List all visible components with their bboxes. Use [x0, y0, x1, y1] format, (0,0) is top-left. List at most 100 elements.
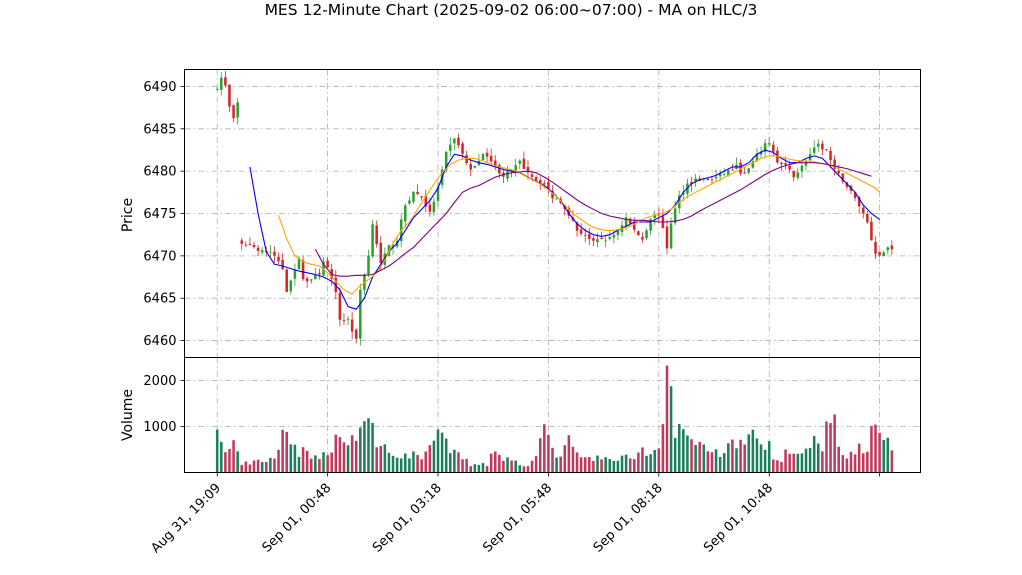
candle-body	[228, 84, 231, 107]
candle-body	[215, 88, 219, 90]
volume-bar	[812, 436, 816, 473]
volume-bar	[620, 455, 624, 473]
volume-bar	[649, 454, 652, 473]
volume-bar	[698, 441, 701, 473]
ma_slow-line	[314, 162, 872, 277]
volume-bar	[215, 429, 219, 473]
candle-body	[444, 151, 448, 170]
candle-body	[604, 240, 607, 242]
time-axis-ticks: Aug 31, 19:09 Sep 01, 00:48 Sep 01, 03:18 S…	[149, 472, 881, 556]
volume-bar	[522, 466, 526, 473]
volume-bar	[318, 459, 321, 473]
candle-body	[882, 252, 885, 257]
candle-body	[588, 234, 591, 239]
candle-body	[346, 318, 350, 320]
volume-bar	[326, 455, 329, 473]
volume-bar	[506, 457, 509, 473]
volume-bar	[645, 455, 648, 473]
candle-body	[371, 224, 374, 257]
candle-body	[322, 261, 325, 276]
volume-bar	[551, 447, 554, 473]
volume-bar	[530, 460, 534, 473]
volume-bar	[612, 460, 616, 473]
volume-bar	[314, 455, 317, 473]
candle-body	[314, 274, 317, 280]
volume-bar	[473, 464, 477, 473]
candle-body	[694, 178, 697, 183]
candle-body	[248, 243, 252, 245]
volume-bar	[498, 454, 501, 473]
volume-bar	[514, 460, 517, 473]
candle-body	[547, 181, 550, 189]
candle-body	[755, 153, 759, 161]
volume-bar	[567, 435, 571, 473]
volume-bar	[265, 462, 268, 473]
candle-body	[739, 162, 742, 174]
volume-bar	[608, 459, 612, 473]
volume-bar	[563, 445, 567, 473]
candle-body	[518, 160, 522, 164]
volume-bar	[706, 451, 710, 473]
volume-bar	[224, 452, 227, 473]
volume-bar	[727, 443, 730, 473]
candle-body	[633, 222, 636, 230]
volume-bar	[686, 435, 689, 473]
candle-body	[224, 77, 227, 86]
candle-body	[759, 151, 763, 155]
volume-bar	[845, 458, 849, 473]
volume-bar	[833, 414, 836, 473]
candle-body	[608, 237, 612, 239]
volume-bar	[236, 451, 239, 473]
volume-bar	[731, 439, 734, 473]
volume-bar	[817, 443, 820, 473]
volume-bar	[780, 462, 783, 473]
price-tick-label: 6480	[143, 165, 176, 180]
volume-bar	[309, 458, 313, 473]
candle-body	[252, 244, 256, 248]
candle-body	[551, 190, 554, 199]
candle-body	[870, 221, 873, 241]
volume-bar	[534, 456, 538, 473]
candle-body	[244, 244, 248, 246]
candle-body	[682, 192, 685, 195]
candle-body	[776, 150, 779, 163]
volume-bar	[404, 453, 407, 473]
volume-bar	[293, 444, 297, 473]
volume-bar	[228, 449, 231, 473]
volume-bar	[518, 465, 522, 473]
candle-body	[436, 186, 440, 201]
price-tick-label: 6470	[143, 249, 176, 264]
candle-body	[878, 251, 881, 256]
volume-bar	[861, 453, 865, 473]
candle-body	[861, 207, 865, 214]
volume-bar	[857, 443, 861, 473]
time-tick-label: Sep 01, 03:18	[370, 481, 445, 556]
volume-bar	[395, 457, 399, 473]
candle-body	[432, 201, 436, 213]
volume-bar	[526, 466, 530, 473]
volume-bar	[788, 453, 791, 473]
volume-bar	[657, 448, 661, 473]
candle-body	[555, 198, 558, 200]
volume-bar	[571, 446, 575, 473]
volume-bar	[841, 455, 845, 473]
volume-bar	[481, 463, 485, 473]
volume-bar	[342, 442, 346, 473]
volume-bar	[543, 424, 546, 473]
candle-body	[600, 237, 603, 240]
volume-bar	[510, 460, 513, 473]
volume-bar	[260, 462, 264, 473]
candle-body	[592, 238, 595, 241]
volume-bar	[596, 455, 599, 473]
candle-body	[338, 293, 342, 320]
volume-bar	[244, 461, 248, 473]
volume-axis-ticks: 1000 2000	[143, 374, 185, 435]
volume-bar	[637, 452, 640, 473]
volume-bar	[240, 465, 244, 473]
candle-body	[743, 172, 746, 174]
candle-body	[784, 163, 787, 165]
candle-body	[886, 247, 890, 251]
candle-body	[481, 154, 485, 161]
volume-bar	[579, 457, 583, 473]
volume-bar	[297, 456, 301, 473]
